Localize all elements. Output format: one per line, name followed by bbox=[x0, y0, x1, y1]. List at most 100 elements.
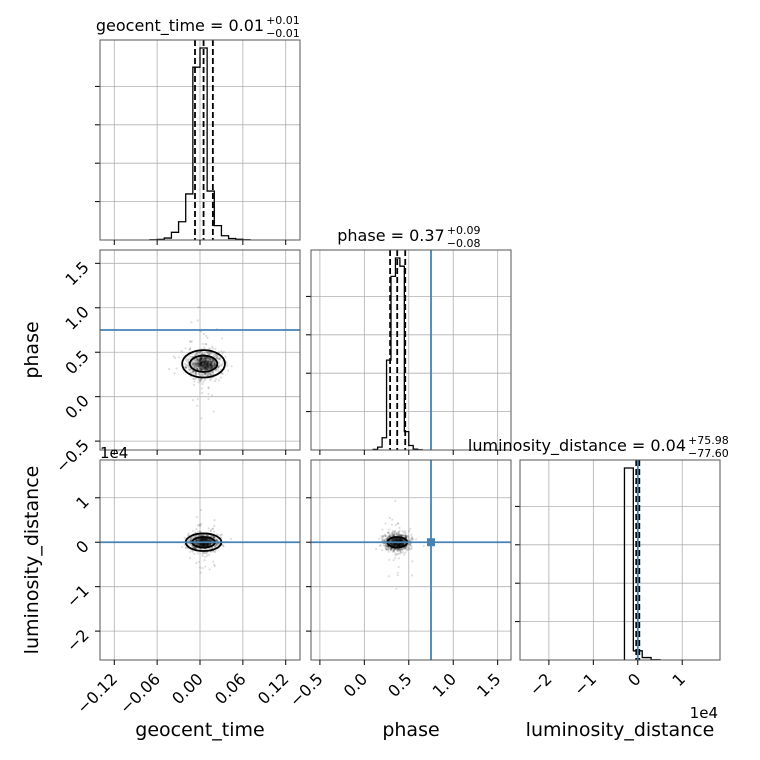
sample-point bbox=[402, 542, 405, 545]
sample-point bbox=[203, 360, 206, 363]
sample-point bbox=[205, 357, 208, 360]
x-tick-label: 0.06 bbox=[211, 669, 250, 708]
contour-line bbox=[181, 349, 226, 379]
sample-point bbox=[206, 360, 209, 363]
sample-point bbox=[193, 547, 196, 550]
sample-point bbox=[204, 361, 207, 364]
sample-point bbox=[211, 358, 214, 362]
sample-point bbox=[196, 353, 199, 356]
sample-point bbox=[201, 357, 204, 360]
sample-point bbox=[201, 538, 205, 541]
sample-point bbox=[200, 360, 203, 364]
sample-point bbox=[204, 364, 208, 367]
x-tick-label: −0.06 bbox=[116, 669, 164, 717]
sample-point bbox=[196, 359, 199, 362]
sample-point bbox=[205, 543, 208, 546]
sample-point bbox=[385, 548, 388, 551]
sample-point bbox=[381, 528, 384, 531]
sample-point bbox=[393, 548, 396, 551]
sample-point bbox=[204, 543, 207, 546]
sample-point bbox=[200, 538, 203, 541]
sample-point bbox=[184, 358, 187, 361]
sample-point bbox=[206, 361, 209, 364]
sample-point bbox=[213, 363, 216, 366]
sample-point bbox=[209, 362, 212, 366]
sample-point bbox=[207, 356, 210, 359]
sample-point bbox=[205, 364, 208, 367]
sample-point bbox=[401, 551, 404, 554]
sample-point bbox=[206, 543, 209, 546]
sample-point bbox=[192, 352, 195, 355]
sample-point bbox=[397, 531, 400, 534]
sample-point bbox=[213, 364, 217, 367]
sample-point bbox=[202, 363, 205, 367]
sample-point bbox=[207, 543, 210, 546]
sample-point bbox=[213, 362, 216, 365]
sample-point bbox=[411, 574, 414, 577]
sample-point bbox=[206, 542, 209, 545]
sample-point bbox=[192, 536, 195, 539]
sample-point bbox=[200, 364, 203, 367]
sample-point bbox=[206, 362, 209, 365]
sample-point bbox=[200, 361, 203, 364]
sample-point bbox=[192, 370, 195, 373]
sample-point bbox=[190, 537, 194, 540]
sample-point bbox=[202, 363, 205, 366]
sample-point bbox=[195, 539, 198, 542]
sample-point bbox=[201, 365, 204, 368]
sample-point bbox=[202, 360, 205, 363]
sample-point bbox=[390, 547, 393, 550]
sample-point bbox=[207, 539, 210, 542]
sample-point bbox=[399, 552, 402, 555]
sample-point bbox=[198, 544, 201, 547]
sample-point bbox=[199, 544, 202, 547]
sample-point bbox=[202, 359, 205, 362]
sample-point bbox=[201, 364, 204, 367]
sample-point bbox=[200, 360, 203, 363]
sample-point bbox=[200, 543, 203, 547]
sample-point bbox=[192, 546, 195, 549]
sample-point bbox=[204, 367, 207, 370]
sample-point bbox=[394, 547, 398, 551]
sample-point bbox=[206, 543, 209, 546]
sample-point bbox=[397, 542, 400, 545]
sample-point bbox=[201, 359, 204, 362]
sample-point bbox=[196, 357, 199, 360]
sample-point bbox=[201, 539, 204, 542]
sample-point bbox=[396, 537, 399, 540]
sample-point bbox=[201, 539, 204, 542]
sample-point bbox=[194, 547, 197, 550]
sample-point bbox=[205, 356, 208, 359]
sample-point bbox=[196, 363, 200, 367]
sample-point bbox=[187, 368, 190, 371]
sample-point bbox=[387, 550, 390, 553]
sample-point bbox=[212, 362, 215, 365]
sample-point bbox=[200, 356, 204, 359]
sample-point bbox=[397, 544, 400, 547]
sample-point bbox=[226, 364, 229, 367]
sample-point bbox=[202, 543, 206, 546]
sample-point bbox=[394, 557, 397, 560]
sample-point bbox=[400, 538, 403, 542]
sample-point bbox=[397, 538, 400, 541]
sample-point bbox=[401, 539, 404, 542]
sample-point bbox=[196, 362, 199, 365]
sample-point bbox=[199, 357, 202, 360]
sample-point bbox=[196, 358, 199, 361]
sample-point bbox=[211, 362, 214, 365]
sample-point bbox=[196, 362, 199, 365]
sample-point bbox=[194, 377, 197, 380]
sample-point bbox=[391, 543, 395, 546]
sample-point bbox=[207, 366, 210, 369]
sample-point bbox=[384, 544, 388, 547]
sample-point bbox=[388, 535, 391, 539]
sample-point bbox=[207, 543, 210, 546]
sample-point bbox=[393, 544, 396, 547]
sample-point bbox=[208, 539, 211, 542]
sample-point bbox=[390, 543, 393, 546]
sample-point bbox=[403, 553, 406, 556]
sample-point bbox=[401, 547, 405, 550]
sample-point bbox=[201, 544, 204, 547]
sample-point bbox=[199, 358, 203, 361]
sample-point bbox=[396, 574, 399, 577]
